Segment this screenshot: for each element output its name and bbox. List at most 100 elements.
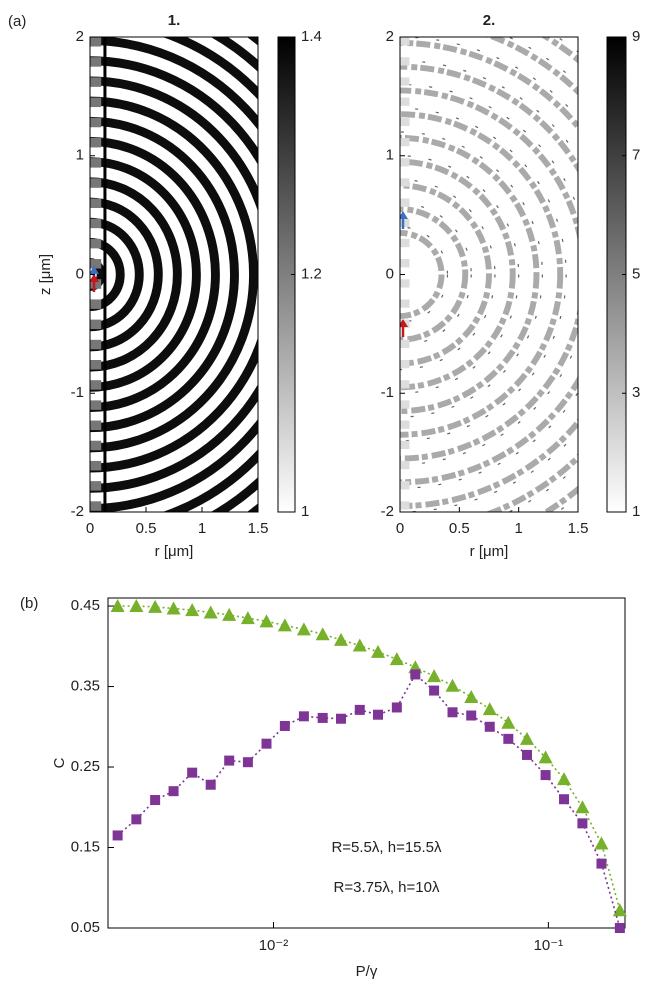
edge-stripe — [400, 37, 410, 46]
marker — [317, 712, 328, 723]
marker — [259, 614, 274, 628]
wave-ring — [400, 182, 492, 367]
x-tick-label: 0 — [86, 520, 94, 537]
y-tick-label: 0 — [386, 265, 394, 282]
y-tick-label: -2 — [381, 503, 394, 520]
y-tick-label: -2 — [71, 503, 84, 520]
edge-stripe — [90, 299, 102, 309]
arrow-head — [400, 319, 408, 327]
marker — [240, 611, 255, 625]
marker — [391, 702, 402, 713]
y-tick-label: 0.35 — [71, 678, 100, 695]
wave-ring-dark — [400, 107, 567, 442]
x-axis-label: P/γ — [356, 963, 378, 980]
marker — [559, 794, 570, 805]
edge-stripe — [90, 440, 102, 451]
wave-ring-dark — [400, 226, 449, 323]
wave-ring — [400, 158, 516, 391]
panel-label: (b) — [20, 595, 38, 612]
edge-stripe — [90, 339, 102, 350]
marker — [594, 836, 609, 850]
marker — [501, 715, 516, 729]
marker — [373, 709, 384, 720]
marker — [352, 638, 367, 652]
edge-stripe — [90, 117, 102, 128]
marker — [296, 622, 311, 636]
colorbar-tick-label: 1.2 — [301, 265, 322, 282]
legend-entry: R=5.5λ, h=15.5λ — [331, 839, 442, 856]
edge-stripe — [400, 77, 410, 86]
x-tick-label: 1 — [198, 520, 206, 537]
colorbar-tick-label: 1 — [632, 503, 640, 520]
arrow-head — [400, 211, 408, 219]
marker — [150, 795, 161, 806]
marker — [168, 786, 179, 797]
marker — [205, 779, 216, 790]
marker — [110, 599, 125, 613]
series-line — [117, 605, 621, 911]
plot-frame — [107, 597, 626, 929]
marker — [538, 750, 553, 764]
edge-stripe — [400, 481, 410, 490]
marker — [131, 814, 142, 825]
marker — [261, 738, 272, 749]
x-tick-label: 10⁻² — [259, 937, 289, 954]
edge-stripe — [90, 259, 102, 269]
edge-stripe — [400, 218, 410, 227]
edge-stripe — [400, 238, 410, 248]
edge-stripe — [90, 501, 102, 511]
x-tick-label: 0.5 — [136, 520, 157, 537]
marker — [429, 685, 440, 696]
y-tick-label: 0 — [76, 265, 84, 282]
y-tick-label: 0.45 — [71, 597, 100, 614]
edge-stripe — [90, 319, 102, 330]
edge-stripe — [90, 380, 102, 390]
edge-stripe — [90, 420, 102, 431]
marker — [277, 618, 292, 632]
wave-ring — [90, 177, 182, 372]
wave-ring — [90, 116, 239, 433]
marker — [222, 607, 237, 621]
edge-stripe — [90, 178, 102, 188]
series-line — [117, 673, 621, 929]
edge-stripe — [400, 299, 410, 308]
marker — [187, 767, 198, 778]
edge-stripe — [400, 137, 410, 147]
edge-stripe — [400, 440, 410, 450]
marker — [354, 704, 365, 715]
x-tick-label: 0 — [396, 520, 404, 537]
marker — [148, 599, 163, 613]
edge-stripe — [90, 400, 102, 410]
marker — [279, 720, 290, 731]
marker — [427, 669, 442, 683]
edge-line — [103, 37, 107, 512]
marker — [596, 858, 607, 869]
edge-stripe — [90, 57, 102, 67]
marker — [242, 757, 253, 768]
edge-stripe — [90, 198, 102, 208]
x-tick-label: 0.5 — [449, 520, 470, 537]
y-tick-label: 1 — [76, 147, 84, 164]
colorbar-tick-label: 3 — [632, 384, 640, 401]
wave-ring-dark — [400, 202, 472, 347]
arrow-head — [90, 274, 99, 282]
marker — [612, 903, 627, 917]
marker — [333, 632, 348, 646]
wave-ring — [90, 197, 163, 352]
edge-stripe — [400, 400, 410, 409]
x-axis-label: r [μm] — [155, 543, 194, 560]
wave-ring-dark — [400, 155, 520, 394]
legend-entry: R=3.75λ, h=10λ — [334, 879, 440, 896]
plot-title: 2. — [483, 12, 496, 29]
wave-ring — [400, 135, 540, 414]
marker — [185, 603, 200, 617]
marker — [503, 733, 514, 744]
wave-ring — [90, 137, 220, 412]
x-tick-label: 1.5 — [248, 520, 269, 537]
edge-stripe — [400, 259, 410, 268]
edge-stripe — [400, 501, 410, 510]
edge-stripe — [400, 339, 410, 349]
edge-stripe — [90, 77, 102, 87]
edge-stripe — [400, 178, 410, 187]
